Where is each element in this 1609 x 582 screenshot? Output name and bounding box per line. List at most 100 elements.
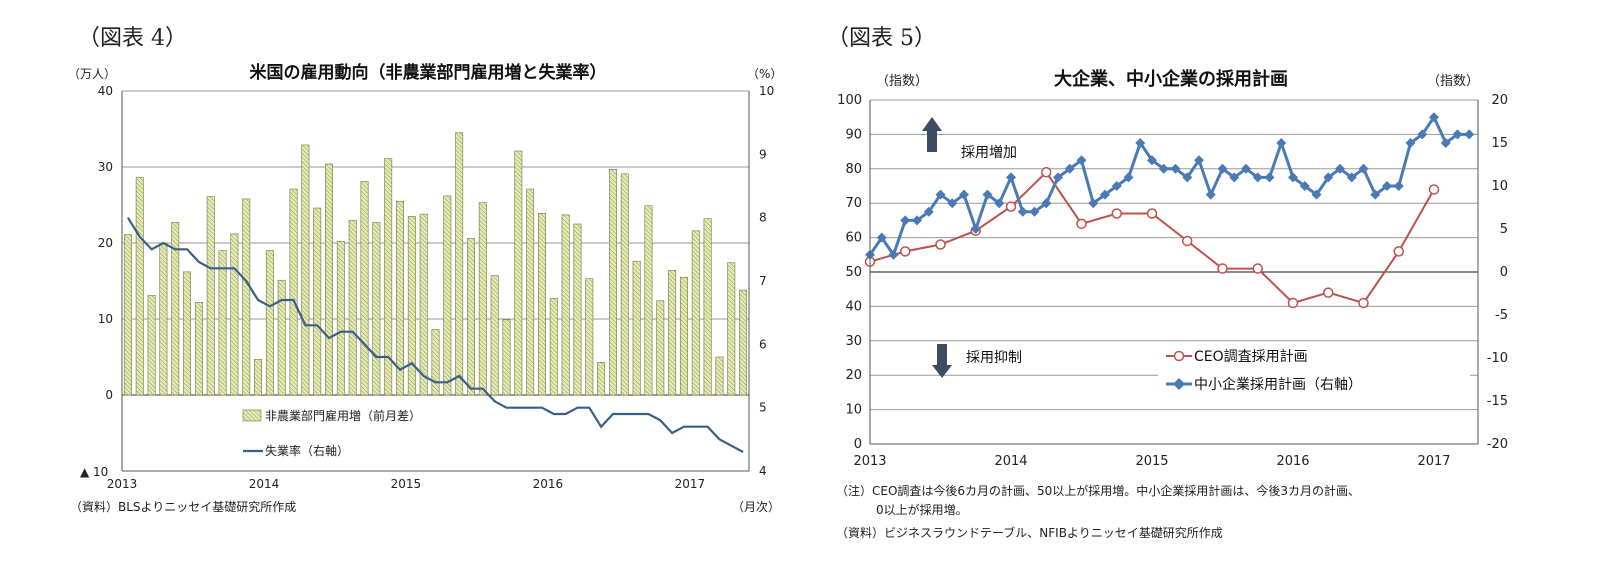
chart1-bar — [384, 158, 393, 396]
chart1-legend-line-label: 失業率（右軸） — [265, 443, 349, 458]
chart1-bar — [135, 177, 144, 396]
chart1-bar — [443, 195, 452, 396]
chart2-source: （資料）ビジネスラウンドテーブル、NFIBよりニッセイ基礎研究所作成 — [836, 525, 1223, 540]
chart2-sme-point — [1370, 189, 1381, 200]
chart2-ceo-point — [1252, 263, 1263, 274]
chart2-sme-point — [994, 198, 1005, 209]
chart2-ceo-point — [935, 239, 946, 250]
chart2-ceo-point — [1428, 184, 1440, 195]
chart2-sme-point — [1123, 172, 1134, 183]
chart2-sme-point — [1440, 138, 1451, 148]
chart2-legend-ceo-label: CEO調査採用計画 — [1194, 349, 1308, 365]
chart2-legend-ceo-marker — [1173, 350, 1185, 362]
chart1-bar — [254, 358, 263, 396]
chart2-sme-point — [876, 232, 887, 243]
chart1-bar — [656, 300, 665, 396]
chart2-sme-point — [1135, 138, 1146, 148]
chart1-title: 米国の雇用動向（非農業部門雇用増と失業率） — [250, 62, 607, 83]
chart1-bar — [514, 150, 523, 396]
chart1-bar — [703, 218, 712, 396]
chart1-bar — [218, 250, 227, 396]
chart1-right-unit: （%） — [747, 67, 782, 81]
chart1-bar — [608, 168, 617, 396]
chart2-ceo-point — [1358, 297, 1369, 309]
chart1-bar — [478, 202, 487, 396]
chart2-sme-point — [1417, 129, 1428, 140]
chart1-bar — [597, 362, 606, 396]
hiring-plan-chart: （図表 5） 大企業、中小企業の採用計画 （指数） （指数） 採用増加 採用抑制… — [827, 26, 1508, 540]
chart1-right-tick: 10 — [759, 84, 774, 98]
chart1-bar — [325, 163, 333, 396]
chart2-ceo-point — [1111, 208, 1122, 219]
chart2-left-tick: 50 — [845, 265, 862, 280]
chart2-left-tick: 20 — [845, 368, 862, 383]
chart2-sme-point — [1064, 163, 1075, 174]
chart2-sme-point — [1158, 163, 1169, 174]
chart2-ceo-point — [1217, 263, 1228, 274]
chart2-arrow-down-icon — [932, 344, 952, 378]
chart2-x-tick: 2014 — [994, 454, 1027, 469]
chart2-left-unit: （指数） — [876, 74, 928, 89]
chart2-left-tick: 90 — [845, 127, 862, 142]
chart1-axes — [121, 91, 750, 472]
chart2-right-tick: 0 — [1500, 265, 1508, 280]
chart2-sme-point — [1006, 172, 1016, 183]
chart2-sme-point — [923, 206, 934, 217]
chart2-x-tick-labels: 2013 2014 2015 2016 2017 — [853, 454, 1450, 469]
chart1-bar — [585, 278, 594, 396]
chart2-note-line2: 0以上が採用増。 — [876, 502, 968, 517]
chart1-bar — [490, 275, 499, 396]
chart1-bar — [360, 181, 369, 396]
chart2-legend-sme-label: 中小企業採用計画（右軸） — [1194, 376, 1362, 393]
chart2-right-tick: -10 — [1487, 351, 1508, 366]
chart1-bar — [265, 250, 274, 396]
chart2-sme-point — [1041, 198, 1052, 209]
chart2-ceo-point — [1076, 218, 1087, 230]
chart2-left-tick: 30 — [845, 334, 862, 349]
chart2-sme-point — [1111, 181, 1122, 191]
chart1-bar — [407, 216, 416, 396]
chart2-ceo-point — [1323, 287, 1334, 298]
chart1-bars — [123, 132, 748, 396]
chart2-sme-point — [1382, 181, 1392, 191]
chart2-sme-point — [1276, 138, 1287, 148]
chart2-right-tick: -5 — [1495, 308, 1508, 323]
chart2-left-tick: 0 — [854, 437, 862, 452]
chart1-left-tick: 40 — [98, 84, 113, 98]
chart2-x-tick: 2017 — [1417, 454, 1450, 469]
chart1-bar — [372, 222, 381, 396]
chart2-sme-point — [935, 189, 946, 200]
chart1-bar — [502, 319, 511, 396]
chart1-bar — [419, 213, 428, 396]
chart1-bar — [171, 222, 180, 396]
chart1-left-tick: 0 — [105, 388, 113, 402]
chart2-sme-point — [1170, 163, 1181, 174]
chart1-legend: 非農業部門雇用増（前月差） 失業率（右軸） — [242, 408, 421, 458]
chart2-sme-point — [900, 215, 911, 226]
chart2-sme-point — [1323, 172, 1334, 183]
chart2-ceo-markers — [864, 166, 1440, 309]
chart2-right-tick: -15 — [1487, 394, 1508, 409]
chart2-title: 大企業、中小企業の採用計画 — [1054, 68, 1288, 90]
chart2-legend-box — [1158, 342, 1470, 402]
chart2-note-line1: （注）CEO調査は今後6カ月の計画、50以上が採用増。中小企業採用計画は、今後3… — [836, 483, 1360, 498]
chart1-left-tick: 30 — [98, 160, 113, 174]
chart2-sme-point — [1194, 155, 1204, 166]
chart2-sme-point — [1182, 172, 1193, 183]
chart1-bar — [549, 298, 558, 396]
chart1-x-tick: 2013 — [107, 477, 138, 491]
chart1-bar — [230, 233, 239, 396]
chart1-x-unit: （月次） — [732, 500, 780, 514]
chart2-sme-point — [1252, 172, 1263, 183]
chart2-sme-point — [1100, 189, 1110, 200]
chart2-sme-point — [1288, 172, 1298, 183]
chart2-ceo-point — [1393, 246, 1404, 257]
chart2-sme-point — [1464, 129, 1475, 140]
chart2-sme-point — [912, 215, 922, 226]
chart1-bar — [242, 198, 251, 396]
chart2-left-tick: 10 — [845, 403, 862, 418]
chart1-bar — [561, 214, 570, 396]
chart2-arrow-down-label: 採用抑制 — [966, 350, 1022, 366]
chart2-right-tick: 20 — [1491, 93, 1508, 108]
chart1-bar — [679, 276, 688, 396]
